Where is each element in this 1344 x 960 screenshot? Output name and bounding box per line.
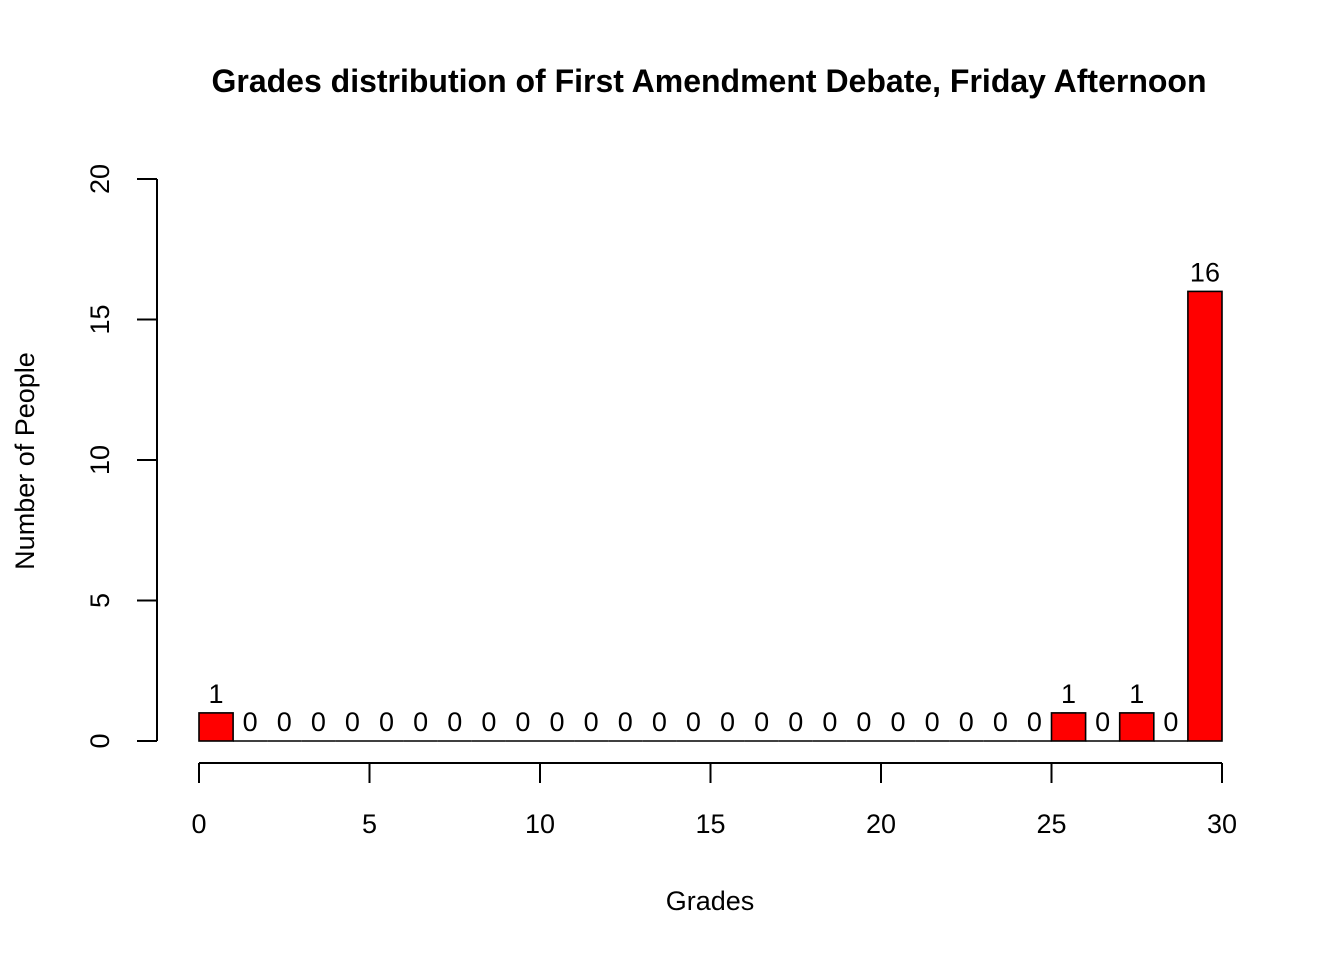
- bar-value-label: 16: [1190, 257, 1220, 287]
- bar-value-label: 0: [720, 707, 735, 737]
- bar-value-label: 1: [209, 679, 224, 709]
- bar: [1050, 712, 1087, 742]
- bar-value-label: 0: [652, 707, 667, 737]
- x-tick-label: 20: [866, 809, 896, 839]
- bar-value-label: 0: [345, 707, 360, 737]
- y-axis: 0 5 10 15 20: [85, 164, 158, 749]
- y-tick-label: 5: [85, 593, 115, 608]
- bar-value-label: 0: [925, 707, 940, 737]
- bar-value-label: 0: [1163, 707, 1178, 737]
- bar-value-label: 0: [311, 707, 326, 737]
- x-axis: 0 5 10 15 20 25 30: [191, 762, 1237, 839]
- bar-value-label: 0: [754, 707, 769, 737]
- bar-value-label: 0: [550, 707, 565, 737]
- bar-value-label: 0: [686, 707, 701, 737]
- bar-value-label: 0: [277, 707, 292, 737]
- bar-value-label: 1: [1061, 679, 1076, 709]
- x-tick-label: 30: [1207, 809, 1237, 839]
- bar: [1187, 290, 1223, 742]
- bar-value-label: 0: [891, 707, 906, 737]
- bar-value-label: 1: [1129, 679, 1144, 709]
- bar: [1118, 712, 1155, 742]
- bars-group: [198, 290, 1223, 742]
- y-tick-label: 20: [85, 164, 115, 194]
- x-tick-label: 25: [1036, 809, 1066, 839]
- x-tick-label: 0: [191, 809, 206, 839]
- bar-value-label: 0: [447, 707, 462, 737]
- x-tick-label: 15: [695, 809, 725, 839]
- y-axis-label: Number of People: [10, 352, 40, 570]
- bar: [198, 712, 234, 742]
- bar-value-label: 0: [618, 707, 633, 737]
- bar-value-label: 0: [481, 707, 496, 737]
- y-tick-label: 0: [85, 733, 115, 748]
- bar-value-label: 0: [856, 707, 871, 737]
- bar-value-label: 0: [413, 707, 428, 737]
- bar-value-label: 0: [1027, 707, 1042, 737]
- bar-value-label: 0: [822, 707, 837, 737]
- y-tick-label: 10: [85, 445, 115, 475]
- bar-value-label: 0: [993, 707, 1008, 737]
- y-tick-label: 15: [85, 304, 115, 334]
- bar-value-label: 0: [584, 707, 599, 737]
- bar-value-label: 0: [1095, 707, 1110, 737]
- bar-value-label: 0: [788, 707, 803, 737]
- x-tick-label: 5: [362, 809, 377, 839]
- x-axis-label: Grades: [666, 886, 755, 916]
- bar-value-label: 0: [243, 707, 258, 737]
- chart-title: Grades distribution of First Amendment D…: [211, 63, 1206, 99]
- bar-value-label: 0: [515, 707, 530, 737]
- bar-value-label: 0: [959, 707, 974, 737]
- x-tick-label: 10: [525, 809, 555, 839]
- bar-value-label: 0: [379, 707, 394, 737]
